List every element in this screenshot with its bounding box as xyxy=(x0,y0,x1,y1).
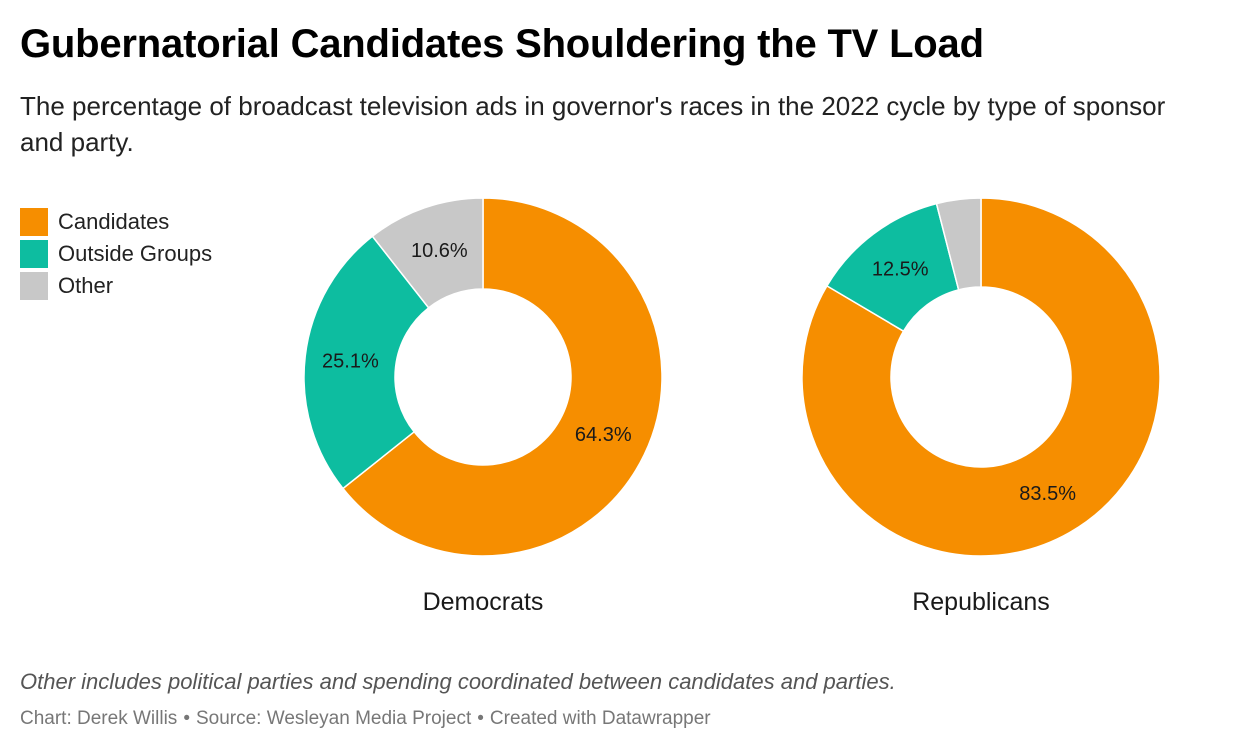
slice-democrats-candidates xyxy=(341,197,663,557)
footer-created-with: Created with Datawrapper xyxy=(489,708,711,729)
chart-subtitle: The percentage of broadcast television a… xyxy=(20,91,1166,157)
donut-title-democrats: Democrats xyxy=(423,588,544,616)
slice-label-republicans-outside-groups: 12.5% xyxy=(872,258,929,280)
slice-republicans-candidates xyxy=(801,197,1161,557)
slice-label-democrats-candidates: 64.3% xyxy=(575,424,632,446)
slice-label-republicans-candidates: 83.5% xyxy=(1019,483,1076,505)
slice-republicans-other xyxy=(935,197,982,291)
donut-republicans: 83.5% 12.5% Republicans xyxy=(801,197,1161,616)
slice-democrats-other xyxy=(371,197,484,309)
donut-charts: 64.3% 25.1% 10.6% Democrats 83.5% 12.5% Republ… xyxy=(303,197,1161,616)
footer-chart-credit: Chart: Derek Willis xyxy=(20,708,178,729)
legend: Candidates Outside Groups Other xyxy=(20,206,212,302)
donut-title-republicans: Republicans xyxy=(912,588,1050,616)
legend-label-outside-groups: Outside Groups xyxy=(58,241,213,266)
footer-source: Source: Wesleyan Media Project xyxy=(195,708,472,729)
chart-footer: Chart: Derek Willis • Source: Wesleyan Med… xyxy=(20,706,711,732)
legend-label-other: Other xyxy=(58,273,114,298)
legend-swatch-outside-groups xyxy=(20,240,48,268)
slice-label-democrats-outside-groups: 25.1% xyxy=(322,351,379,373)
chart-title: Gubernatorial Candidates Shouldering the… xyxy=(20,22,984,66)
slice-label-democrats-other: 10.6% xyxy=(411,240,468,262)
legend-item-outside-groups: Outside Groups xyxy=(20,238,212,270)
slice-democrats-outside-groups xyxy=(303,235,430,490)
legend-item-candidates: Candidates xyxy=(20,206,212,238)
footer-separator: • xyxy=(477,708,484,729)
chart-notes: Other includes political parties and spe… xyxy=(20,669,896,694)
legend-item-other: Other xyxy=(20,270,212,302)
legend-swatch-other xyxy=(20,272,48,300)
legend-swatch-candidates xyxy=(20,208,48,236)
footer-separator: • xyxy=(183,708,190,729)
legend-label-candidates: Candidates xyxy=(58,209,170,234)
donut-democrats: 64.3% 25.1% 10.6% Democrats xyxy=(303,197,663,616)
